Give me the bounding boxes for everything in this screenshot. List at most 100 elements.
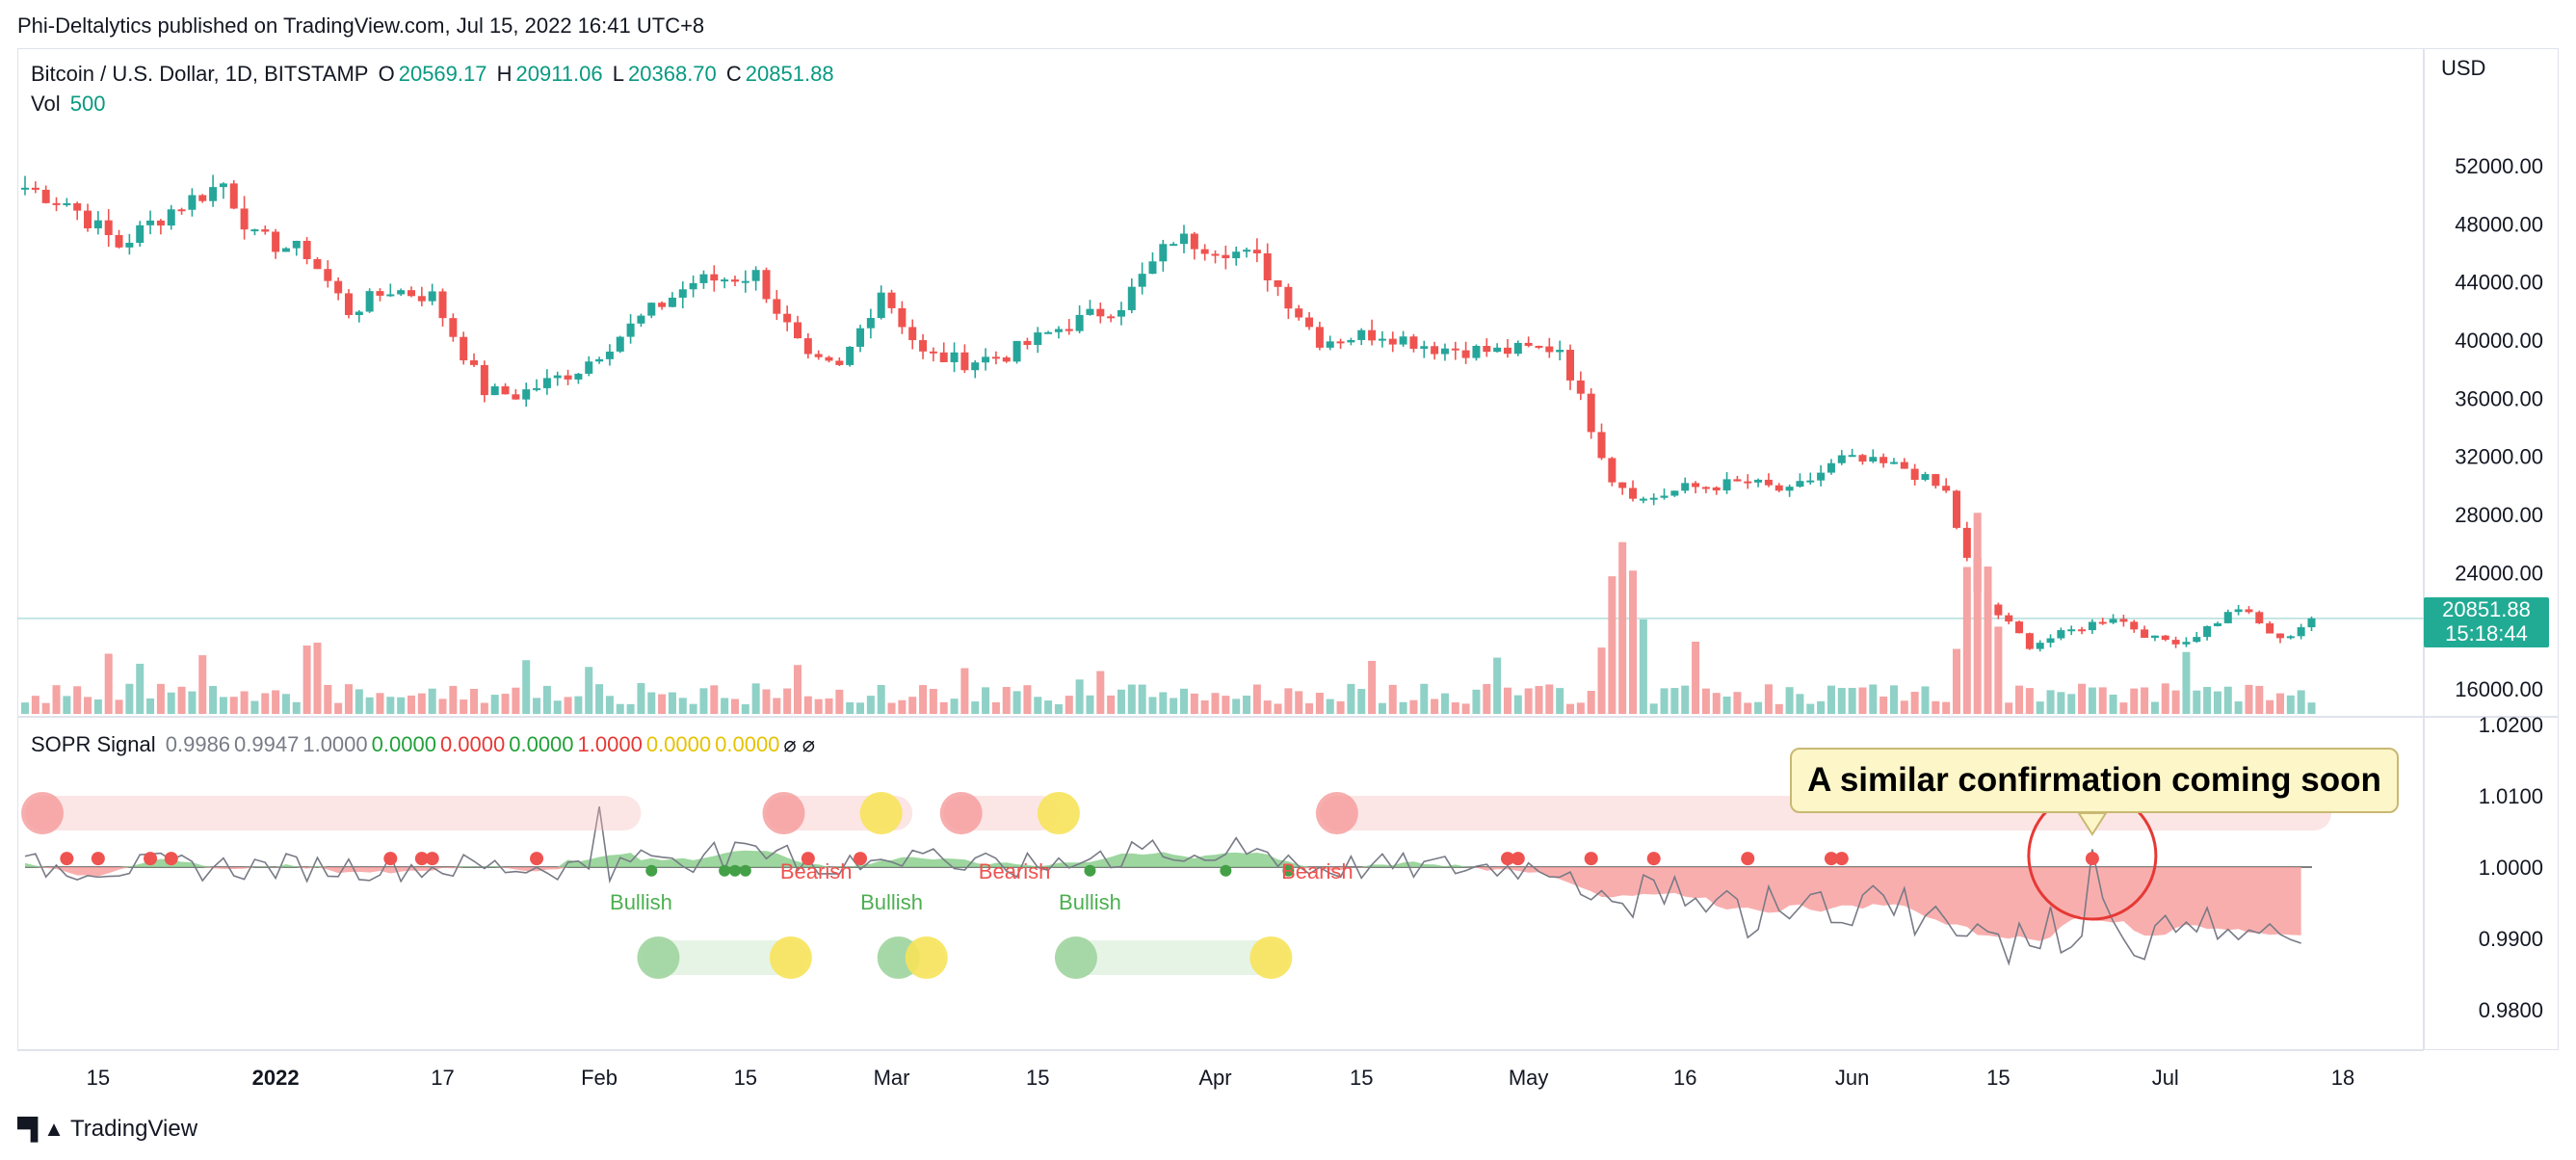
price-tick-label: 52000.00: [2455, 154, 2543, 178]
candle-body: [125, 243, 134, 248]
volume-bar: [730, 699, 739, 714]
volume-bar: [209, 685, 218, 714]
volume-bar: [856, 702, 865, 714]
volume-bar: [1629, 570, 1638, 714]
candle-body: [1347, 339, 1355, 343]
signal-label: Bearish: [979, 859, 1051, 883]
volume-bar: [929, 689, 937, 714]
candle-body: [1629, 488, 1638, 499]
volume-bar: [1848, 687, 1856, 714]
volume-bar: [2161, 683, 2169, 714]
bullish-marker: [1054, 936, 1097, 979]
time-tick-label: 2022: [252, 1066, 300, 1090]
volume-bar: [1837, 687, 1846, 714]
volume-bar: [595, 684, 604, 714]
candle-body: [1420, 346, 1429, 349]
annotation-callout[interactable]: A similar confirmation coming soon: [1790, 748, 2399, 813]
volume-bar: [490, 695, 499, 714]
volume-bar: [1545, 684, 1554, 714]
candle-body: [825, 356, 833, 361]
volume-bar: [1639, 619, 1647, 714]
volume-legend: Vol 500: [31, 92, 109, 117]
candle-body: [803, 338, 812, 355]
volume-label[interactable]: Vol: [31, 92, 61, 116]
indicator-value: 0.9986: [165, 732, 231, 756]
candle-body: [512, 394, 520, 400]
candle-body: [1409, 336, 1418, 349]
sell-signal-dot: [1584, 852, 1598, 866]
candle-body: [2015, 621, 2024, 634]
candle-body: [1900, 461, 1908, 469]
volume-bar: [1378, 702, 1386, 714]
volume-bar: [52, 685, 61, 714]
candle-body: [1023, 340, 1032, 346]
time-tick-label: 15: [87, 1066, 110, 1090]
volume-bar: [1023, 685, 1032, 714]
volume-bar: [93, 699, 102, 714]
candle-body: [397, 290, 406, 295]
candle-body: [272, 231, 280, 252]
volume-bar: [1869, 684, 1878, 714]
footer-brand[interactable]: ▀▌▲ TradingView: [17, 1116, 197, 1143]
volume-bar: [1200, 699, 1209, 714]
candle-body: [344, 293, 353, 315]
candle-body: [1879, 457, 1888, 463]
volume-bar: [2067, 694, 2076, 714]
candle-body: [1670, 490, 1679, 496]
volume-bar: [2234, 701, 2243, 714]
candle-body: [1796, 481, 1804, 488]
volume-bar: [1368, 660, 1377, 714]
candle-body: [1357, 330, 1366, 340]
candle-body: [1837, 455, 1846, 463]
time-tick-label: Feb: [581, 1066, 618, 1090]
price-tick-label: 44000.00: [2455, 271, 2543, 295]
candle-body: [1138, 274, 1146, 287]
candle-body: [365, 291, 374, 312]
volume-bar: [1347, 683, 1355, 714]
time-tick-label: Apr: [1198, 1066, 1231, 1090]
volume-bar: [1921, 686, 1930, 714]
candle-body: [1608, 458, 1617, 483]
candle-body: [31, 187, 39, 191]
volume-bar: [991, 701, 1000, 714]
volume-bar: [344, 684, 353, 714]
symbol-name[interactable]: Bitcoin / U.S. Dollar, 1D, BITSTAMP: [31, 62, 369, 86]
candle-body: [1994, 604, 2003, 616]
volume-bar: [1357, 689, 1366, 714]
candle-body: [1461, 350, 1470, 358]
signal-label: Bearish: [1281, 859, 1354, 883]
sell-signal-dot: [383, 852, 398, 866]
sell-signal-dot: [1646, 852, 1661, 866]
volume-bar: [438, 699, 447, 714]
volume-bar: [84, 697, 92, 714]
volume-bar: [1117, 689, 1125, 714]
indicator-name[interactable]: SOPR Signal: [31, 732, 156, 756]
candle-body: [460, 336, 468, 361]
candle-body: [1545, 346, 1554, 353]
volume-bar: [1252, 684, 1261, 714]
time-tick-label: 15: [1986, 1066, 2010, 1090]
sell-signal-dot: [2085, 852, 2099, 866]
volume-bar: [1712, 693, 1721, 714]
volume-bar: [1305, 702, 1314, 714]
exit-marker: [1037, 792, 1080, 834]
indicator-value: 0.0000: [509, 732, 574, 756]
volume-bar: [73, 686, 82, 714]
price-tick-label: 32000.00: [2455, 445, 2543, 469]
volume-bar: [1660, 688, 1669, 714]
volume-bar: [501, 694, 510, 714]
volume-bar: [1138, 684, 1146, 714]
candle-body: [1827, 462, 1835, 473]
volume-bar: [177, 686, 186, 714]
candle-body: [1054, 329, 1063, 332]
volume-bar: [2098, 687, 2107, 714]
volume-bar: [376, 693, 384, 714]
candle-body: [1034, 332, 1042, 346]
candle-body: [856, 328, 865, 347]
volume-bar: [1754, 701, 1763, 714]
time-tick-label: 17: [431, 1066, 454, 1090]
candle-body: [605, 351, 614, 359]
bearish-marker: [21, 792, 64, 834]
candle-body: [292, 240, 301, 249]
